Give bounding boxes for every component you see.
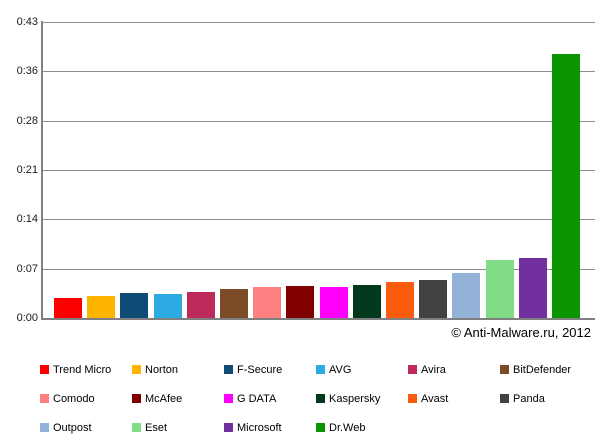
legend-label: McAfee [145,392,183,405]
gridline-0:21 [42,170,595,171]
legend-label: AVG [329,363,352,376]
legend-swatch-icon [316,394,325,403]
legend-item-trend-micro: Trend Micro [40,364,132,376]
bar-outpost [452,272,481,318]
bar-eset [485,260,514,318]
legend-item-avast: Avast [408,393,500,405]
legend-swatch-icon [408,365,417,374]
legend-label: Microsoft [237,421,282,434]
bar-panda [419,279,448,318]
legend-label: Avast [421,392,449,405]
y-tick-label: 0:43 [16,16,38,28]
legend-label: Comodo [53,392,95,405]
bar-mcafee [286,286,315,318]
legend-swatch-icon [500,394,509,403]
legend-label: G DATA [237,392,277,405]
y-tick-label: 0:00 [16,312,38,324]
bar-f-secure [120,292,149,318]
legend-label: BitDefender [513,363,572,376]
legend-item-comodo: Comodo [40,393,132,405]
legend-swatch-icon [224,365,233,374]
bar-kaspersky [352,285,381,318]
legend-label: Outpost [53,421,92,434]
legend-item-microsoft: Microsoft [224,422,316,434]
bar-norton [87,296,116,318]
legend-swatch-icon [224,423,233,432]
legend-item-avg: AVG [316,364,408,376]
bar-g-data [319,287,348,318]
legend-label: F-Secure [237,363,283,376]
gridline-0:43 [42,22,595,23]
legend-swatch-icon [224,394,233,403]
y-tick-label: 0:14 [16,213,38,226]
legend-item-bitdefender: BitDefender [500,364,592,376]
y-tick-label: 0:07 [16,262,38,275]
legend-item-mcafee: McAfee [132,393,224,405]
legend-swatch-icon [40,394,49,403]
legend-swatch-icon [316,365,325,374]
bar-avast [386,282,414,318]
legend-label: Dr.Web [329,421,366,434]
gridline-0:28 [42,120,595,122]
legend-swatch-icon [408,394,417,403]
bar-bitdefender [220,289,248,318]
bar-microsoft [518,258,547,318]
legend-item-eset: Eset [132,422,224,434]
bar-dr-web [552,54,580,318]
y-tick-label: 0:21 [16,164,38,176]
gridline-0:14 [42,219,595,221]
legend-swatch-icon [132,365,141,374]
bar-trend-micro [54,298,82,318]
legend-swatch-icon [132,423,141,432]
legend-label: Trend Micro [53,363,112,376]
legend-item-norton: Norton [132,364,224,376]
legend-swatch-icon [40,423,49,432]
legend-label: Norton [145,363,179,376]
legend-label: Avira [421,363,446,376]
gridline-0:36 [42,71,595,73]
legend: Trend Micro Norton F-Secure AVG Avira BitDefe… [40,355,592,439]
legend-swatch-icon [40,365,49,374]
legend-item-g-data: G DATA [224,393,316,405]
legend-item-outpost: Outpost [40,422,132,434]
y-tick-label: 0:36 [16,65,38,78]
legend-swatch-icon [132,394,141,403]
legend-item-kaspersky: Kaspersky [316,393,408,405]
legend-item-dr-web: Dr.Web [316,422,408,434]
gridline-0:07 [42,268,595,270]
legend-swatch-icon [500,365,509,374]
watermark: © Anti-Malware.ru, 2012 [451,325,591,340]
bar-avg [153,294,182,318]
x-axis-line [41,318,595,320]
legend-item-f-secure: F-Secure [224,364,316,376]
bar-avira [186,291,215,318]
legend-label: Eset [145,421,168,434]
legend-label: Panda [513,392,545,405]
legend-label: Kaspersky [329,392,381,405]
plot-area [42,22,595,318]
legend-item-avira: Avira [408,364,500,376]
legend-swatch-icon [316,423,325,432]
y-tick-label: 0:28 [16,114,38,127]
bar-comodo [253,287,282,318]
legend-item-panda: Panda [500,393,592,405]
